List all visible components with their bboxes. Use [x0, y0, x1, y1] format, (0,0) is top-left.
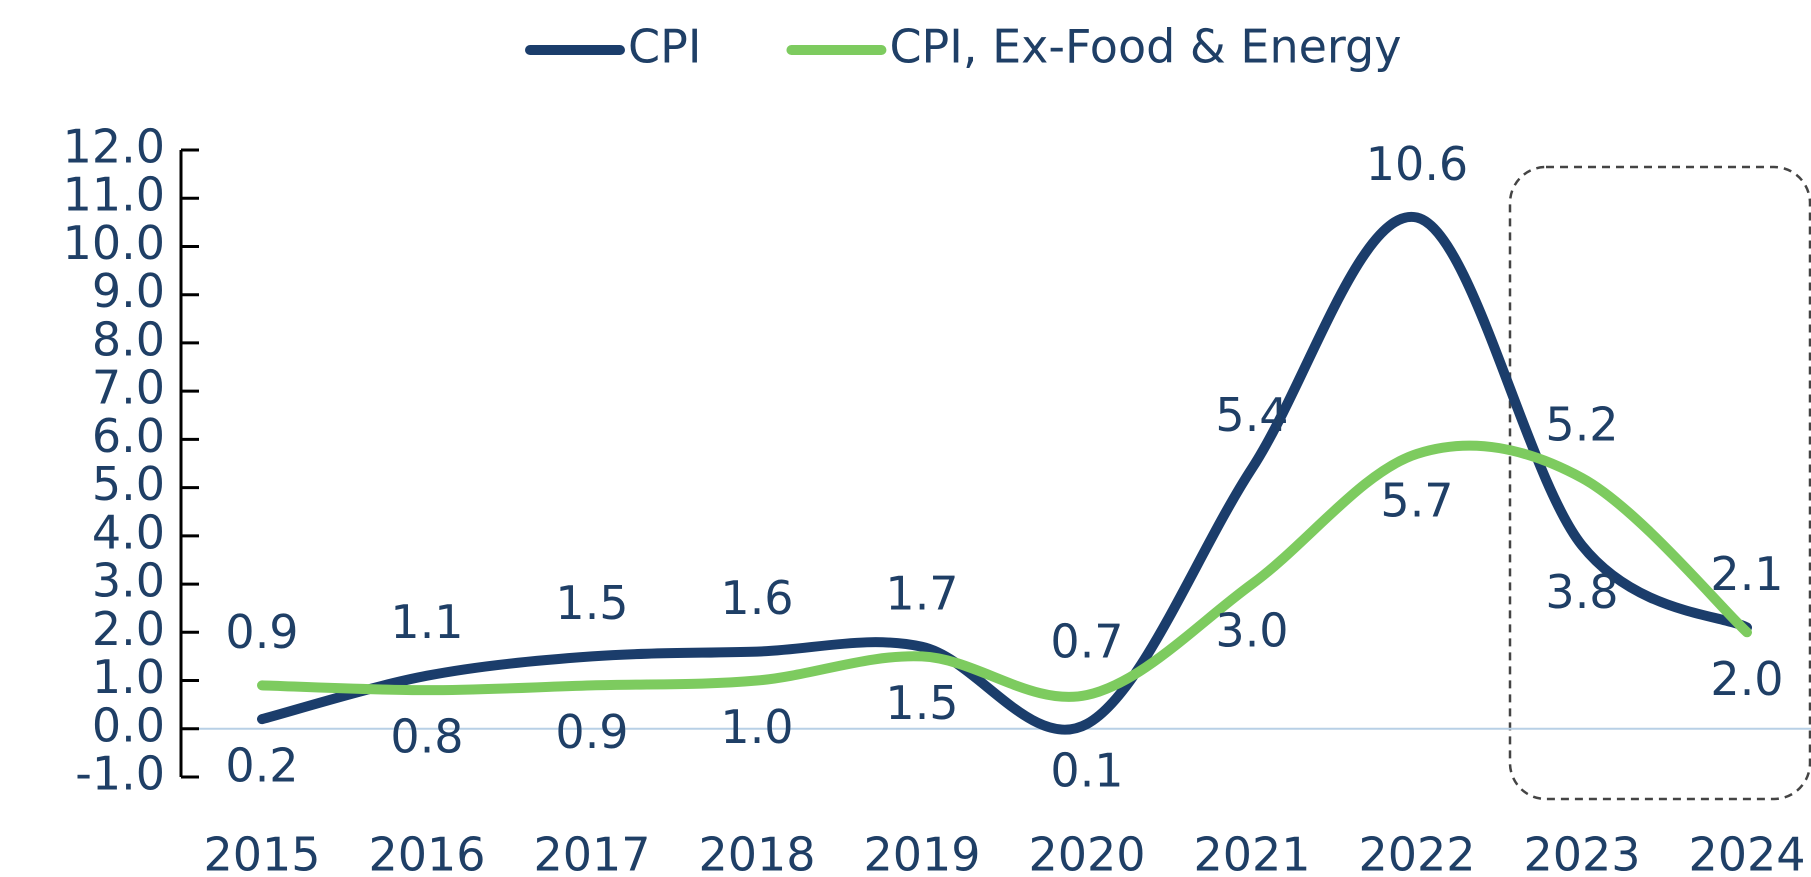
y-tick-label: 9.0: [92, 264, 165, 318]
series-line: [257, 440, 1752, 702]
data-label: 0.9: [555, 705, 628, 759]
y-tick-label: 0.0: [92, 698, 165, 752]
data-label: 1.6: [720, 571, 793, 625]
y-tick-label: 4.0: [92, 505, 165, 559]
data-label: 0.1: [1050, 743, 1123, 797]
y-tick-label: 5.0: [92, 457, 165, 511]
x-tick-label: 2019: [863, 828, 980, 877]
series-line: [257, 212, 1752, 735]
x-tick-label: 2020: [1028, 828, 1145, 877]
data-label: 0.7: [1050, 615, 1123, 669]
data-label: 10.6: [1366, 137, 1468, 191]
y-tick-label: 11.0: [63, 168, 165, 222]
data-label: 0.2: [225, 739, 298, 793]
y-tick-label: 6.0: [92, 409, 165, 463]
y-tick-label: 8.0: [92, 312, 165, 366]
x-tick-label: 2017: [533, 828, 650, 877]
y-tick-label: 10.0: [63, 216, 165, 270]
y-tick-label: 2.0: [92, 602, 165, 656]
data-label: 5.4: [1215, 388, 1288, 442]
legend-label: CPI: [628, 20, 701, 74]
data-label: 0.9: [225, 605, 298, 659]
data-label: 1.7: [885, 566, 958, 620]
x-tick-label: 2022: [1358, 828, 1475, 877]
data-label: 3.8: [1545, 565, 1618, 619]
data-label: 2.1: [1710, 547, 1783, 601]
x-tick-label: 2018: [698, 828, 815, 877]
x-tick-label: 2016: [368, 828, 485, 877]
y-tick-label: 3.0: [92, 554, 165, 608]
data-label: 1.0: [720, 700, 793, 754]
legend-label: CPI, Ex-Food & Energy: [889, 20, 1401, 74]
data-label: 5.7: [1380, 473, 1453, 527]
x-tick-label: 2015: [203, 828, 320, 877]
y-tick-label: 12.0: [63, 120, 165, 174]
y-tick-label: 7.0: [92, 361, 165, 415]
y-tick-label: 1.0: [92, 650, 165, 704]
data-label: 1.5: [885, 676, 958, 730]
data-label: 2.0: [1710, 652, 1783, 706]
data-label: 3.0: [1215, 604, 1288, 658]
x-tick-label: 2021: [1193, 828, 1310, 877]
data-label: 5.2: [1545, 397, 1618, 451]
x-tick-label: 2024: [1688, 828, 1805, 877]
y-tick-label: -1.0: [75, 747, 165, 801]
data-label: 1.1: [390, 595, 463, 649]
data-label: 0.8: [390, 710, 463, 764]
highlight-box: [1508, 165, 1811, 801]
data-label: 1.5: [555, 576, 628, 630]
x-tick-label: 2023: [1523, 828, 1640, 877]
